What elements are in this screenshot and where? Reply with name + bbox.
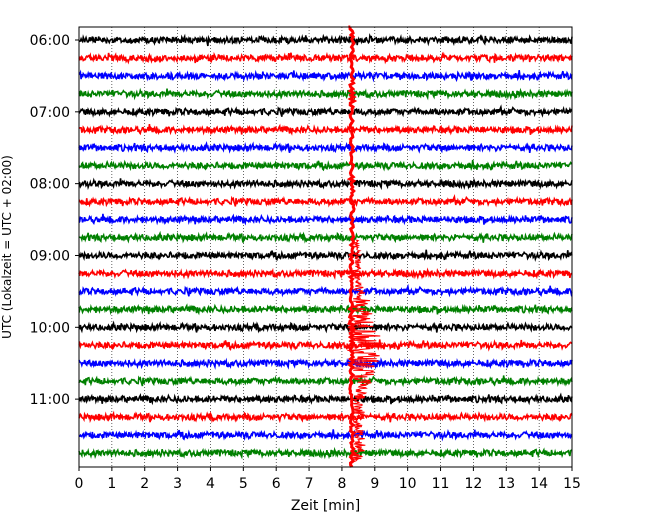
y-tick-label: 07:00: [30, 105, 70, 121]
plot-area: [111, 27, 540, 467]
trace-0700: [78, 104, 573, 118]
trace-1000: [78, 320, 573, 334]
trace-0930: [78, 283, 573, 298]
trace-0715: [78, 123, 573, 136]
event-onset-band: [346, 25, 358, 468]
traces-group: [78, 33, 573, 460]
plot-frame: [78, 26, 573, 468]
trace-0800: [78, 177, 573, 191]
x-tick-label: 0: [75, 476, 84, 492]
y-tick-label: 09:00: [30, 248, 70, 264]
y-tick-label: 10:00: [30, 320, 70, 336]
trace-1030: [78, 357, 573, 370]
trace-0615: [78, 51, 573, 65]
y-tick-label: 06:00: [30, 33, 70, 49]
y-tick-label: 11:00: [30, 392, 70, 408]
y-axis-label: UTC (Lokalzeit = UTC + 02:00): [0, 155, 14, 339]
y-ticks: 06:00 07:00 08:00 09:00 10:00 11:00: [30, 33, 79, 408]
x-tick-label: 7: [305, 476, 314, 492]
trace-0730: [78, 140, 573, 154]
trace-1115: [78, 410, 573, 424]
x-ticks: 0 1 2 3 4 5 6 7 8 9 10 11 12 13 14 15: [75, 467, 581, 492]
trace-1015: [78, 339, 573, 352]
trace-0815: [78, 194, 573, 208]
event-coda: [347, 239, 385, 462]
x-tick-label: 9: [370, 476, 379, 492]
x-tick-label: 14: [530, 476, 548, 492]
trace-1045: [78, 373, 573, 388]
x-tick-label: 13: [497, 476, 515, 492]
x-tick-label: 4: [206, 476, 215, 492]
trace-1100: [78, 392, 573, 406]
y-tick-label: 08:00: [30, 177, 70, 193]
x-tick-label: 11: [432, 476, 450, 492]
trace-1145: [78, 446, 573, 460]
x-tick-label: 10: [399, 476, 417, 492]
trace-0830: [78, 213, 573, 226]
x-tick-label: 12: [464, 476, 482, 492]
trace-0945: [78, 303, 573, 316]
x-tick-label: 3: [173, 476, 182, 492]
x-axis-label: Zeit [min]: [291, 498, 360, 514]
trace-1130: [78, 428, 573, 442]
x-tick-label: 6: [272, 476, 281, 492]
trace-0845: [78, 230, 573, 244]
trace-0915: [78, 267, 573, 280]
x-tick-label: 8: [337, 476, 346, 492]
x-tick-label: 2: [140, 476, 149, 492]
trace-0630: [78, 69, 573, 83]
trace-0600: [78, 33, 573, 47]
trace-0900: [78, 249, 573, 262]
x-tick-label: 5: [239, 476, 248, 492]
event-layer: [346, 25, 385, 468]
trace-0745: [78, 159, 573, 172]
trace-0645: [78, 87, 573, 101]
x-tick-label: 15: [563, 476, 581, 492]
x-tick-label: 1: [107, 476, 116, 492]
